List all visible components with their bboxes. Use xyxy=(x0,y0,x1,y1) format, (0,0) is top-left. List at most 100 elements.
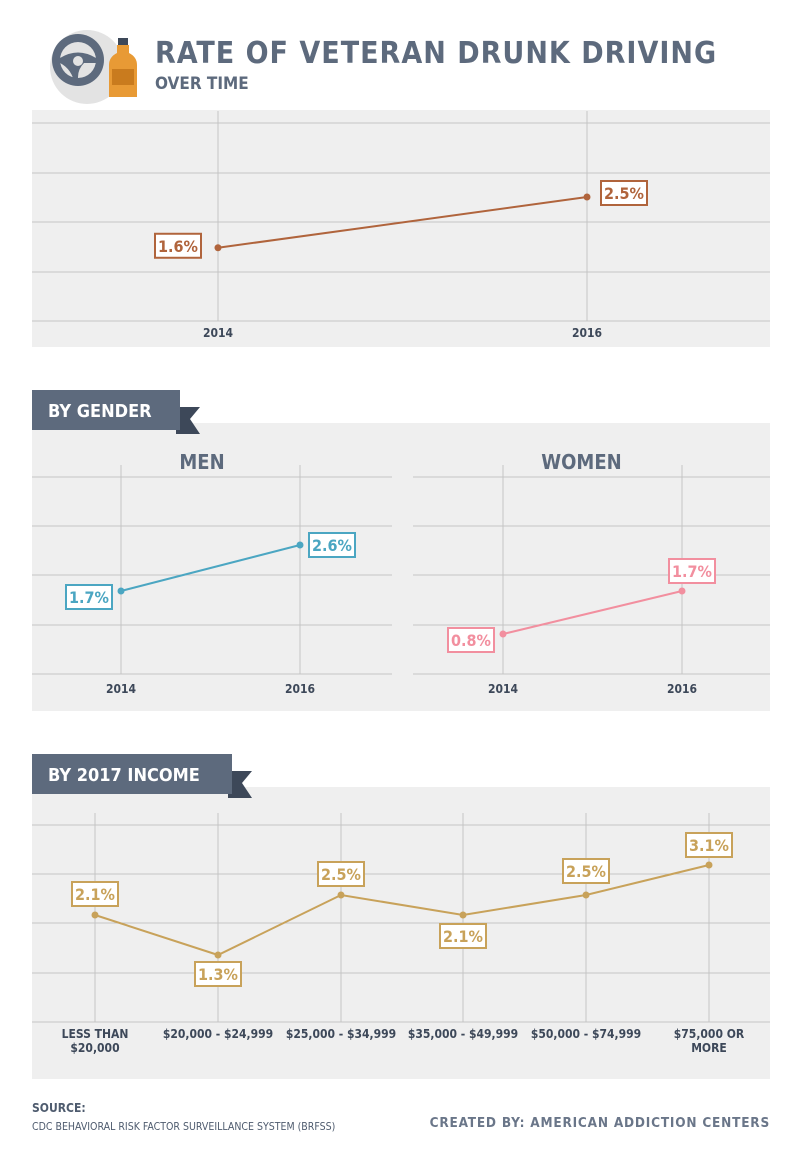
income-point-5 xyxy=(705,861,713,869)
income-point-3 xyxy=(459,911,467,919)
overall-line-chart: 1.6% 2.5% 2014 2016 xyxy=(32,111,770,340)
women-point-0 xyxy=(499,630,507,638)
men-point-1 xyxy=(296,541,304,549)
income-data-label-box-1 xyxy=(194,961,242,987)
men-data-label-0: 1.7% xyxy=(65,584,113,610)
income-data-label-text-4: 2.5% xyxy=(566,862,606,881)
income-tick-label-2: $25,000 - $34,999 xyxy=(286,1027,396,1041)
gender-banner: BY GENDER xyxy=(32,390,200,434)
income-point-1 xyxy=(214,951,222,959)
women-data-label-text-0: 0.8% xyxy=(451,631,491,650)
income-data-label-0: 2.1% xyxy=(71,881,119,907)
income-line-chart: 2.1%1.3%2.5%2.1%2.5%3.1%LESS THAN $20,000… xyxy=(32,813,770,1055)
women-series-line xyxy=(502,590,683,635)
overall-data-label-0: 1.6% xyxy=(154,232,202,259)
income-data-label-box-0 xyxy=(71,881,119,907)
income-point-0 xyxy=(91,911,99,919)
income-tick-label-5-line-0: $75,000 OR xyxy=(674,1027,745,1041)
men-data-label-box-0 xyxy=(65,584,113,610)
overall-data-label-1: 2.5% xyxy=(600,180,648,206)
income-data-label-3: 2.1% xyxy=(439,923,487,949)
women-tick-label-1: 2016 xyxy=(667,682,697,696)
page-title: RATE OF VETERAN DRUNK DRIVING xyxy=(155,36,718,71)
men-tick-label-1: 2016 xyxy=(285,682,315,696)
income-data-label-4: 2.5% xyxy=(562,858,610,884)
men-tick-label-0-line-0: 2014 xyxy=(106,682,137,696)
source-text: CDC BEHAVIORAL RISK FACTOR SURVEILLANCE … xyxy=(32,1121,336,1133)
women-chart-title: WOMEN xyxy=(541,450,621,474)
income-tick-label-2-line-0: $25,000 - $34,999 xyxy=(286,1027,396,1041)
women-data-label-1: 1.7% xyxy=(668,558,716,584)
income-tick-label-0-line-1: $20,000 xyxy=(70,1041,119,1055)
women-tick-label-0: 2014 xyxy=(488,682,519,696)
income-data-label-text-2: 2.5% xyxy=(321,865,361,884)
bottle-icon xyxy=(109,38,137,97)
overall-point-0 xyxy=(214,244,222,252)
income-series-line xyxy=(94,864,710,957)
men-series-line xyxy=(120,544,301,592)
income-tick-label-0: LESS THAN $20,000 xyxy=(62,1027,129,1055)
credit-text: CREATED BY: AMERICAN ADDICTION CENTERS xyxy=(429,1115,770,1131)
income-data-label-box-4 xyxy=(562,858,610,884)
overall-tick-label-1: 2016 xyxy=(572,326,602,340)
steering-wheel-icon xyxy=(52,34,104,86)
overall-series-line xyxy=(217,196,588,249)
women-grid xyxy=(413,465,770,675)
women-line-chart: WOMEN 0.8% 1.7% 2014 2016 xyxy=(413,450,770,696)
income-tick-label-4-line-0: $50,000 - $74,999 xyxy=(531,1027,641,1041)
women-data-label-0: 0.8% xyxy=(447,627,495,653)
men-tick-label-1-line-0: 2016 xyxy=(285,682,315,696)
income-data-label-box-5 xyxy=(685,832,733,858)
income-data-label-text-0: 2.1% xyxy=(75,885,115,904)
overall-data-label-text-0: 1.6% xyxy=(158,237,198,256)
gender-chart-panel xyxy=(32,423,770,711)
men-grid xyxy=(32,465,392,675)
men-data-label-1: 2.6% xyxy=(308,532,356,558)
income-data-label-box-2 xyxy=(317,861,365,887)
income-data-label-1: 1.3% xyxy=(194,961,242,987)
overall-grid xyxy=(32,111,770,322)
men-chart-title: MEN xyxy=(179,450,224,474)
men-data-label-box-1 xyxy=(308,532,356,558)
income-chart-panel xyxy=(32,787,770,1079)
women-tick-label-1-line-0: 2016 xyxy=(667,682,697,696)
income-data-label-box-3 xyxy=(439,923,487,949)
income-data-label-2: 2.5% xyxy=(317,861,365,887)
overall-data-label-box-0 xyxy=(154,232,202,259)
income-tick-label-3-line-0: $35,000 - $49,999 xyxy=(408,1027,518,1041)
women-data-label-box-1 xyxy=(668,558,716,584)
income-tick-label-1: $20,000 - $24,999 xyxy=(163,1027,273,1041)
header-icon-group xyxy=(50,30,137,104)
overall-point-1 xyxy=(583,193,591,201)
income-tick-label-5: $75,000 OR MORE xyxy=(674,1027,745,1055)
income-banner: BY 2017 INCOME xyxy=(32,754,252,798)
men-data-label-text-0: 1.7% xyxy=(69,588,109,607)
income-point-2 xyxy=(337,891,345,899)
income-tick-label-1-line-0: $20,000 - $24,999 xyxy=(163,1027,273,1041)
income-data-label-5: 3.1% xyxy=(685,832,733,858)
men-point-0 xyxy=(117,587,125,595)
source-label: SOURCE: xyxy=(32,1101,86,1115)
overall-tick-label-0: 2014 xyxy=(203,326,234,340)
income-tick-label-3: $35,000 - $49,999 xyxy=(408,1027,518,1041)
overall-chart-panel xyxy=(32,110,770,347)
income-banner-label: BY 2017 INCOME xyxy=(48,765,200,786)
men-tick-label-0: 2014 xyxy=(106,682,137,696)
income-grid xyxy=(32,813,770,1023)
overall-tick-label-1-line-0: 2016 xyxy=(572,326,602,340)
women-data-label-text-1: 1.7% xyxy=(672,562,712,581)
income-data-label-text-3: 2.1% xyxy=(443,927,483,946)
income-point-4 xyxy=(582,891,590,899)
men-data-label-text-1: 2.6% xyxy=(312,536,352,555)
income-data-label-text-1: 1.3% xyxy=(198,965,238,984)
overall-tick-label-0-line-0: 2014 xyxy=(203,326,234,340)
income-tick-label-4: $50,000 - $74,999 xyxy=(531,1027,641,1041)
women-tick-label-0-line-0: 2014 xyxy=(488,682,519,696)
men-line-chart: MEN 1.7% 2.6% 2014 2016 xyxy=(32,450,392,696)
overall-data-label-text-1: 2.5% xyxy=(604,184,644,203)
women-data-label-box-0 xyxy=(447,627,495,653)
income-data-label-text-5: 3.1% xyxy=(689,836,729,855)
gender-banner-label: BY GENDER xyxy=(48,401,152,422)
income-tick-label-0-line-0: LESS THAN xyxy=(62,1027,129,1041)
overall-data-label-box-1 xyxy=(600,180,648,206)
